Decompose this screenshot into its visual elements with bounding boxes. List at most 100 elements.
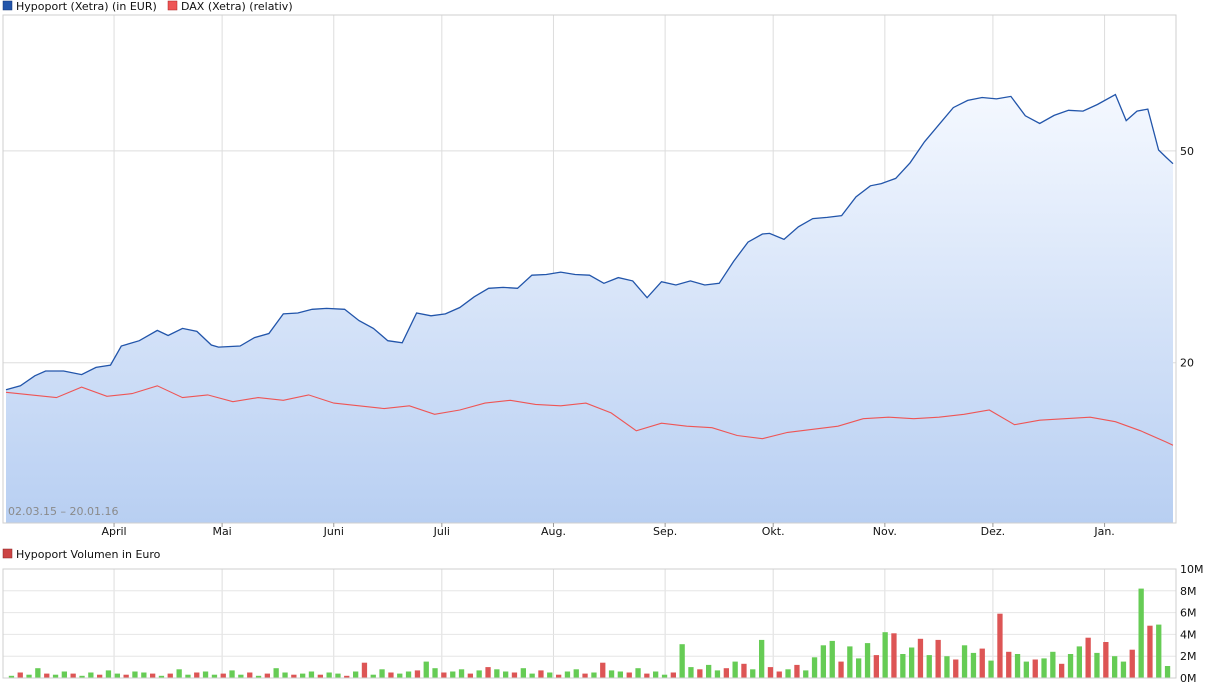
volume-bar [291,674,297,678]
volume-bar [238,674,244,678]
volume-bar [123,674,129,678]
month-label: Nov. [873,525,897,538]
volume-bar [202,671,209,678]
volume-bar [520,668,526,678]
volume-bar [556,674,562,678]
volume-bar [8,675,15,678]
volume-bar [1129,649,1135,678]
value-tick-label: 20 [1180,357,1194,370]
month-label: Juni [323,525,344,538]
volume-bar [741,663,747,678]
volume-bar [608,670,615,678]
volume-bar [1120,661,1127,678]
volume-bar [1085,637,1091,678]
volume-bar [88,672,94,678]
volume-bar [70,673,76,678]
volume-bar [1094,652,1100,678]
volume-tick-label: 10M [1180,563,1204,576]
date-range-label: 02.03.15 – 20.01.16 [8,505,118,518]
volume-bar [273,668,279,678]
hypoport-price-line [5,93,1174,391]
volume-bar [538,670,544,678]
volume-bar [335,673,341,678]
volume-bar [503,671,509,678]
hypoport-area-fill [6,94,1173,523]
volume-panel: 0M 2M 4M 6M 8M 10M [2,563,1204,685]
price-x-axis: April Mai Juni Juli Aug. Sep. Okt. Nov. Dez. Jan. [101,523,1115,538]
volume-bar [141,672,147,678]
volume-bar [864,643,871,678]
volume-bar [811,657,818,678]
volume-gridlines [3,569,1176,678]
volume-bar [670,672,676,678]
volume-bar [344,675,350,678]
volume-bar [61,671,67,678]
volume-bar [953,659,959,678]
volume-bar [882,632,888,678]
volume-bar [873,655,879,678]
legend-swatch-dax [167,0,178,11]
volume-bar [529,673,535,678]
volume-bar [794,664,800,678]
volume-bar [591,672,597,678]
volume-bar [961,645,968,678]
volume-bar [185,674,191,678]
volume-bar [1041,658,1047,678]
month-label: Sep. [653,525,677,538]
month-label: Dez. [981,525,1006,538]
volume-bar [282,672,288,678]
volume-bar [723,668,729,678]
legend-label-volume: Hypoport Volumen in Euro [16,548,161,561]
month-label: Jan. [1093,525,1114,538]
volume-bar [317,674,323,678]
volume-bar [697,669,703,678]
volume-bar [582,673,588,678]
volume-bar [397,673,403,678]
legend-label-hypoport: Hypoport (Xetra) (in EUR) [16,0,157,13]
volume-bar [944,656,950,678]
volume-bar [247,672,253,678]
volume-bar [838,661,844,678]
legend-label-dax: DAX (Xetra) (relativ) [181,0,293,13]
volume-bar [17,672,23,678]
volume-plot-border [2,568,1177,679]
volume-bar [803,670,809,678]
volume-bar [1138,588,1144,678]
volume-tick-label: 4M [1180,628,1197,641]
volume-bar [767,667,774,678]
legend-swatch-volume [2,548,13,559]
volume-bar [264,673,270,678]
volume-tick-label: 6M [1180,607,1197,620]
legend-swatch-hypoport [2,0,13,11]
volume-bar [1032,659,1038,678]
volume-bar [370,674,376,678]
volume-bar [732,661,738,678]
volume-bar [573,669,579,678]
volume-bar [829,640,835,678]
volume-bar [935,639,941,678]
volume-bar [1067,654,1074,678]
volume-bar [405,671,412,678]
volume-bar [1103,642,1109,678]
value-tick-label: 50 [1180,145,1194,158]
volume-bar [150,673,156,678]
volume-bar [1164,666,1171,678]
volume-bar [450,671,456,678]
volume-bar [432,668,438,678]
volume-bar [900,654,906,678]
volume-bar [379,669,385,678]
volume-bar [1059,663,1065,678]
volume-bar [679,644,685,678]
volume-bar [105,670,112,678]
volume-bars [8,588,1171,678]
volume-bar [997,613,1003,678]
month-label: Aug. [541,525,566,538]
volume-bar [1076,646,1082,678]
volume-bar [52,674,59,678]
volume-bar [326,672,332,678]
volume-bar [441,672,447,678]
volume-bar [458,669,465,678]
volume-bar [220,673,226,678]
